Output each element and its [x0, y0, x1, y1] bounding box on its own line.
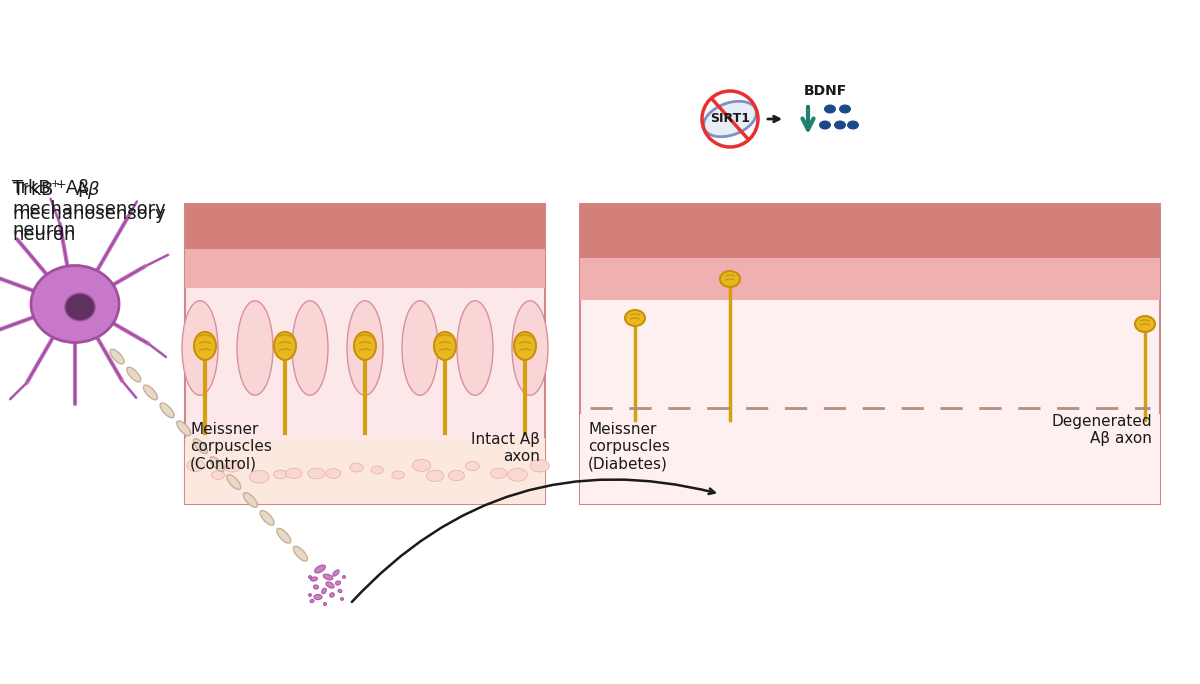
FancyBboxPatch shape [185, 204, 545, 504]
Ellipse shape [308, 575, 312, 579]
Ellipse shape [347, 301, 383, 395]
Ellipse shape [457, 301, 493, 395]
Ellipse shape [402, 301, 438, 395]
Ellipse shape [260, 510, 274, 525]
Ellipse shape [326, 582, 334, 588]
Ellipse shape [720, 271, 740, 287]
Ellipse shape [326, 469, 341, 478]
Ellipse shape [313, 585, 318, 589]
Bar [580, 249, 1160, 300]
Ellipse shape [227, 475, 241, 489]
Ellipse shape [250, 471, 269, 483]
Ellipse shape [322, 588, 326, 594]
Text: Intact Aβ
axon: Intact Aβ axon [470, 432, 540, 464]
Ellipse shape [236, 301, 274, 395]
Ellipse shape [491, 468, 506, 479]
Ellipse shape [294, 547, 307, 561]
Ellipse shape [274, 332, 296, 360]
Ellipse shape [65, 293, 95, 321]
Ellipse shape [323, 574, 332, 580]
Text: BDNF: BDNF [803, 84, 847, 98]
Text: Meissner
corpuscles
(Control): Meissner corpuscles (Control) [190, 422, 272, 472]
FancyBboxPatch shape [580, 204, 1160, 504]
Ellipse shape [530, 460, 550, 472]
Ellipse shape [182, 301, 218, 395]
Ellipse shape [514, 332, 536, 360]
Ellipse shape [342, 575, 346, 579]
Ellipse shape [434, 332, 456, 360]
Ellipse shape [176, 421, 191, 436]
Ellipse shape [211, 471, 224, 479]
Ellipse shape [466, 462, 479, 471]
Ellipse shape [341, 598, 343, 601]
Ellipse shape [324, 603, 326, 605]
Ellipse shape [311, 577, 318, 581]
Ellipse shape [818, 120, 830, 129]
Bar [185, 234, 545, 288]
Ellipse shape [160, 403, 174, 418]
Ellipse shape [110, 350, 124, 364]
Text: SIRT1: SIRT1 [710, 112, 750, 125]
Ellipse shape [426, 470, 444, 482]
Ellipse shape [310, 599, 314, 603]
Ellipse shape [508, 469, 527, 482]
Ellipse shape [187, 460, 205, 471]
Ellipse shape [210, 457, 224, 471]
Ellipse shape [277, 529, 290, 543]
Ellipse shape [244, 492, 258, 508]
Ellipse shape [274, 470, 287, 479]
Ellipse shape [314, 565, 325, 573]
Bar [185, 438, 545, 504]
Text: TrkB⁺ Aβ
mechanosensory
neuron: TrkB⁺ Aβ mechanosensory neuron [12, 179, 166, 239]
Ellipse shape [338, 590, 342, 592]
Ellipse shape [286, 468, 302, 479]
Ellipse shape [224, 461, 241, 472]
Ellipse shape [314, 594, 322, 599]
Ellipse shape [127, 367, 140, 382]
Ellipse shape [308, 594, 312, 596]
Ellipse shape [512, 301, 548, 395]
Ellipse shape [834, 120, 846, 129]
Ellipse shape [1135, 316, 1154, 332]
Text: Meissner
corpuscles
(Diabetes): Meissner corpuscles (Diabetes) [588, 422, 670, 472]
Bar [580, 414, 1160, 504]
Ellipse shape [371, 466, 383, 474]
Ellipse shape [392, 471, 404, 479]
Bar [580, 204, 1160, 258]
Ellipse shape [847, 120, 859, 129]
Bar [185, 204, 545, 249]
Ellipse shape [292, 301, 328, 395]
Ellipse shape [839, 105, 851, 114]
Ellipse shape [625, 310, 646, 326]
Ellipse shape [413, 460, 431, 471]
Text: Degenerated
Aβ axon: Degenerated Aβ axon [1051, 414, 1152, 447]
Ellipse shape [703, 101, 756, 137]
Ellipse shape [308, 468, 325, 479]
Ellipse shape [354, 332, 376, 360]
Ellipse shape [31, 265, 119, 343]
Ellipse shape [194, 332, 216, 360]
Ellipse shape [332, 570, 340, 576]
Ellipse shape [349, 463, 364, 472]
Ellipse shape [144, 385, 157, 400]
Ellipse shape [824, 105, 836, 114]
Ellipse shape [330, 593, 335, 597]
Ellipse shape [449, 471, 464, 481]
Ellipse shape [193, 439, 208, 453]
Text: TrkB$^+$ A$\beta$
mechanosensory
neuron: TrkB$^+$ A$\beta$ mechanosensory neuron [12, 179, 166, 244]
Ellipse shape [336, 581, 341, 585]
